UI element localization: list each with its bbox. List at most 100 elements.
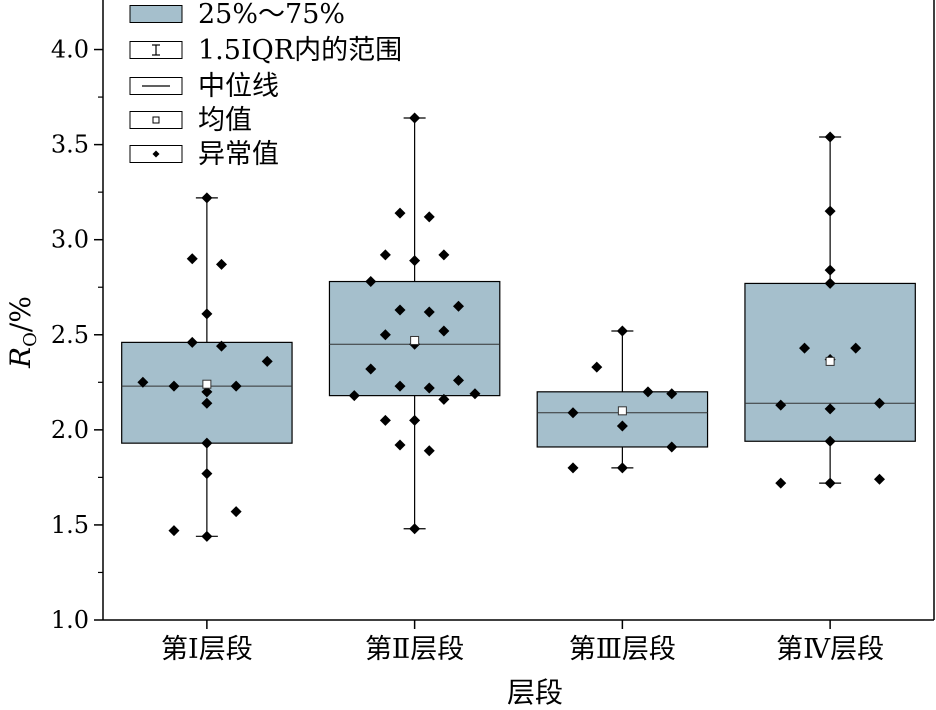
y-tick-label: 2.5 (51, 321, 89, 349)
data-point (365, 276, 377, 288)
data-point (394, 439, 406, 451)
legend-label: 25%～75% (198, 0, 345, 30)
iqr-box (536, 391, 709, 448)
data-point (201, 192, 213, 204)
data-point (824, 264, 836, 276)
data-point (365, 363, 377, 375)
legend-label: 1.5IQR内的范围 (198, 35, 402, 66)
legend-mean-icon (152, 116, 160, 124)
data-point (616, 420, 628, 432)
box-group-2 (328, 112, 501, 535)
data-point (616, 462, 628, 474)
data-point (423, 445, 435, 457)
legend-swatch-box (129, 5, 183, 23)
data-point (799, 342, 811, 354)
box-group-4 (744, 131, 916, 489)
data-point (168, 380, 180, 392)
y-axis-title-symbol: R (4, 347, 37, 369)
data-point (824, 277, 836, 289)
data-point (666, 441, 678, 453)
data-point (201, 397, 213, 409)
data-point (201, 530, 213, 542)
data-point (379, 249, 391, 261)
data-point (824, 403, 836, 415)
legend-label: 异常值 (198, 139, 279, 170)
data-point (438, 325, 450, 337)
data-point (201, 386, 213, 398)
axes: 层段 RO/% 1.0 1.5 2.0 2.5 3.0 3.5 4.0 第Ⅰ层段 第Ⅱ层段 第Ⅲ层… (4, 0, 935, 709)
mean-marker (202, 379, 212, 389)
data-point (409, 112, 421, 124)
data-point (379, 414, 391, 426)
data-point (850, 342, 862, 354)
data-point (409, 414, 421, 426)
data-point (642, 386, 654, 398)
data-point (423, 306, 435, 318)
data-point (438, 393, 450, 405)
data-point (616, 325, 628, 337)
mean-marker (410, 335, 420, 345)
x-axis-title: 层段 (507, 676, 563, 709)
legend-item-1: 25%～75% (129, 0, 345, 30)
data-point (438, 249, 450, 261)
data-point (379, 329, 391, 341)
legend-outlier-icon (152, 150, 160, 158)
data-point (409, 255, 421, 267)
x-tick-label: 第Ⅰ层段 (161, 634, 253, 665)
data-point (230, 380, 242, 392)
mean-marker (617, 406, 627, 416)
y-tick-label: 2.0 (51, 416, 89, 444)
legend-item-4: 均值 (129, 105, 252, 136)
data-point (453, 374, 465, 386)
y-tick-label: 1.5 (51, 511, 89, 539)
y-axis-title: RO/% (4, 296, 41, 369)
data-point (423, 211, 435, 223)
data-point (824, 435, 836, 447)
x-tick-label: 第Ⅳ层段 (776, 634, 884, 665)
legend-label: 中位线 (198, 71, 279, 102)
data-point (394, 207, 406, 219)
data-point (137, 376, 149, 388)
box-group-1 (121, 192, 293, 542)
data-point (873, 397, 885, 409)
data-point (591, 361, 603, 373)
x-tick-label: 第Ⅲ层段 (569, 634, 676, 665)
legend-label: 均值 (198, 105, 252, 136)
data-point (201, 308, 213, 320)
data-point (409, 523, 421, 535)
data-point (775, 477, 787, 489)
box-group-3 (536, 325, 709, 474)
y-tick-label: 1.0 (51, 606, 89, 634)
data-point (394, 380, 406, 392)
data-point (186, 253, 198, 265)
data-point (824, 131, 836, 143)
y-tick-label: 3.0 (51, 226, 89, 254)
data-point (567, 462, 579, 474)
data-point (216, 340, 228, 352)
y-tick-label: 4.0 (51, 36, 89, 64)
data-point (201, 468, 213, 480)
data-point (261, 355, 273, 367)
data-point (453, 300, 465, 312)
data-point (394, 304, 406, 316)
data-point (824, 477, 836, 489)
data-point (186, 336, 198, 348)
data-point (201, 437, 213, 449)
data-point (775, 399, 787, 411)
data-point (230, 506, 242, 518)
data-point (567, 407, 579, 419)
data-point (216, 258, 228, 270)
data-point (873, 473, 885, 485)
y-tick-label: 3.5 (51, 131, 89, 159)
mean-marker (825, 356, 835, 366)
legend-item-2: 1.5IQR内的范围 (129, 35, 402, 66)
x-tick-label: 第Ⅱ层段 (365, 634, 464, 665)
legend-item-5: 异常值 (129, 139, 279, 170)
data-point (469, 388, 481, 400)
y-axis-title-unit: /% (4, 296, 37, 332)
legend-item-3: 中位线 (129, 71, 279, 102)
data-point (423, 382, 435, 394)
data-point (666, 388, 678, 400)
